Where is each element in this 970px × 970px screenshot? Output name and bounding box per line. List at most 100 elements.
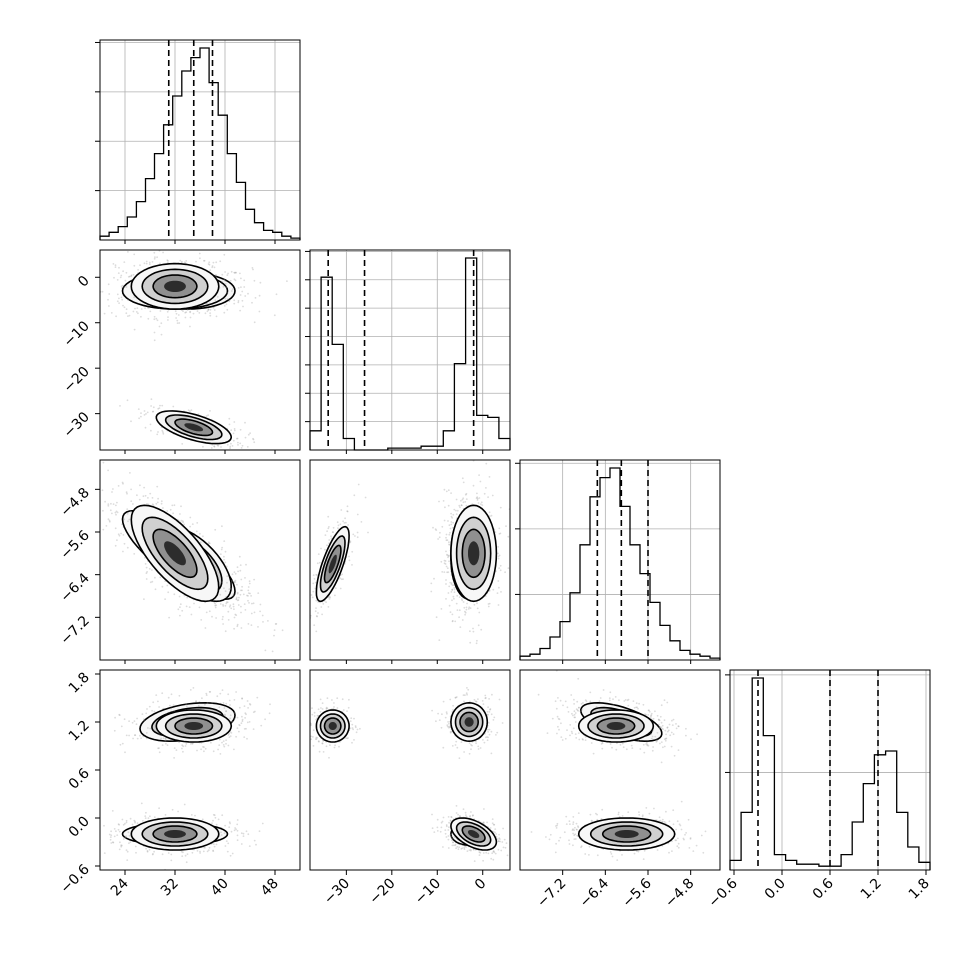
- sample-point: [241, 663, 243, 665]
- sample-point: [246, 721, 249, 724]
- sample-point: [447, 592, 450, 594]
- sample-point: [150, 398, 153, 401]
- sample-point: [322, 603, 325, 605]
- sample-point: [449, 731, 452, 734]
- sample-point: [450, 730, 453, 733]
- sample-point: [450, 515, 453, 518]
- sample-point: [166, 261, 169, 264]
- sample-point: [238, 706, 241, 709]
- sample-point: [242, 835, 245, 837]
- sample-point: [438, 500, 440, 503]
- sample-point: [458, 757, 461, 760]
- sample-point: [316, 562, 319, 565]
- sample-point: [349, 541, 352, 544]
- sample-point: [108, 833, 111, 836]
- sample-point: [450, 492, 452, 494]
- sample-point: [153, 315, 156, 318]
- sample-point: [177, 608, 180, 611]
- sample-point: [461, 599, 464, 602]
- sample-point: [465, 692, 468, 695]
- sample-point: [448, 726, 450, 729]
- sample-point: [164, 580, 167, 583]
- sample-point: [157, 431, 159, 433]
- sample-point: [230, 290, 233, 292]
- sample-point: [178, 694, 181, 697]
- sample-point: [161, 853, 164, 856]
- sample-point: [447, 721, 449, 723]
- sample-point: [214, 602, 217, 605]
- sample-point: [189, 310, 192, 313]
- sample-point: [167, 316, 169, 318]
- sample-point: [498, 698, 501, 701]
- sample-point: [233, 829, 236, 832]
- sample-point: [452, 595, 455, 598]
- sample-point: [464, 493, 467, 496]
- sample-point: [239, 564, 242, 566]
- sample-point: [455, 513, 458, 515]
- sample-point: [209, 314, 212, 317]
- sample-point: [153, 710, 156, 713]
- sample-point: [155, 694, 158, 696]
- sample-point: [144, 815, 147, 817]
- sample-point: [464, 610, 466, 613]
- sample-point: [453, 588, 456, 591]
- sample-point: [221, 273, 224, 276]
- sample-point: [223, 707, 226, 709]
- sample-point: [487, 603, 490, 605]
- sample-point: [212, 306, 215, 309]
- sample-point: [264, 649, 267, 652]
- sample-point: [140, 315, 142, 318]
- sample-point: [226, 274, 229, 276]
- sample-point: [143, 486, 146, 489]
- sample-point: [233, 272, 236, 274]
- sample-point: [143, 598, 145, 600]
- sample-point: [454, 744, 457, 746]
- sample-point: [452, 513, 455, 516]
- sample-point: [346, 510, 349, 513]
- sample-point: [156, 433, 159, 436]
- sample-point: [238, 724, 241, 727]
- sample-point: [206, 302, 208, 305]
- sample-point: [221, 281, 224, 283]
- sample-point: [327, 596, 330, 599]
- sample-point: [135, 851, 137, 854]
- sample-point: [249, 703, 252, 706]
- sample-point: [446, 712, 448, 715]
- sample-point: [124, 751, 126, 754]
- sample-point: [248, 582, 251, 585]
- sample-point: [158, 747, 160, 749]
- sample-point: [235, 598, 238, 601]
- sample-point: [119, 841, 121, 844]
- sample-point: [233, 627, 236, 630]
- sample-point: [213, 445, 216, 448]
- sample-point: [273, 314, 276, 317]
- sample-point: [445, 579, 447, 581]
- sample-point: [252, 268, 254, 271]
- sample-point: [127, 251, 129, 253]
- sample-point: [243, 286, 246, 288]
- sample-point: [212, 819, 214, 822]
- sample-point: [451, 589, 454, 591]
- sample-point: [249, 432, 252, 435]
- sample-point: [167, 319, 169, 321]
- sample-point: [115, 510, 118, 513]
- sample-point: [444, 506, 446, 509]
- sample-point: [512, 650, 514, 652]
- sample-point: [476, 499, 479, 501]
- sample-point: [244, 717, 247, 719]
- sample-point: [453, 597, 455, 600]
- sample-point: [133, 553, 136, 555]
- sample-point: [80, 512, 82, 514]
- sample-point: [472, 627, 474, 630]
- sample-point: [126, 850, 129, 853]
- sample-point: [348, 559, 351, 562]
- sample-point: [488, 728, 491, 731]
- sample-point: [227, 298, 230, 300]
- sample-point: [180, 261, 183, 264]
- sample-point: [245, 727, 247, 730]
- panel-2-1: [310, 460, 514, 652]
- sample-point: [116, 511, 119, 514]
- sample-point: [491, 822, 494, 825]
- sample-point: [195, 700, 198, 702]
- sample-point: [233, 302, 236, 305]
